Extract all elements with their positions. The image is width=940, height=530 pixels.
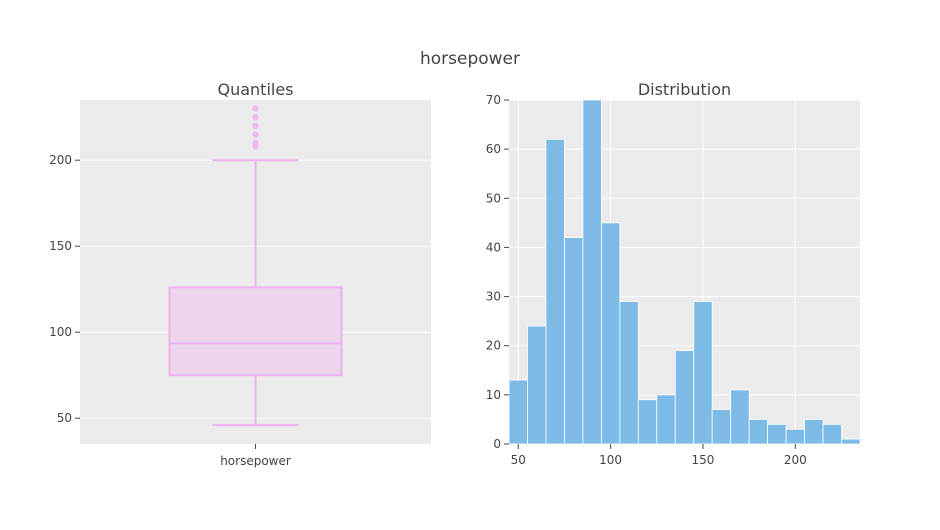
y-tick-label: 20 [486, 339, 501, 353]
distribution-y-ticks: 0 10 20 30 40 50 60 70 [486, 93, 509, 451]
outlier-point [252, 114, 259, 121]
histogram-bar [527, 325, 547, 445]
histogram-bars [508, 99, 861, 445]
histogram-bar [656, 394, 676, 445]
figure-title: horsepower [420, 49, 520, 69]
y-tick-label: 70 [486, 93, 501, 107]
box-category-label: horsepower [220, 454, 291, 468]
histogram-bar [600, 222, 621, 445]
quantiles-panel: 50 100 150 200 Quantiles horsepower [49, 80, 431, 468]
interquartile-box [168, 286, 343, 377]
outlier-point [252, 105, 259, 112]
x-tick-label: 150 [692, 453, 715, 467]
histogram-bar [637, 399, 658, 445]
y-tick-label: 150 [49, 239, 72, 253]
histogram-bar [730, 389, 750, 445]
box-plot [168, 105, 343, 427]
y-tick-label: 40 [486, 240, 501, 254]
outlier-point [252, 131, 259, 138]
y-tick-label: 50 [57, 411, 72, 425]
x-tick-label: 50 [511, 453, 526, 467]
histogram-bar [841, 438, 861, 445]
y-tick-label: 50 [486, 191, 501, 205]
histogram-bar [508, 379, 528, 445]
histogram-bar [804, 419, 824, 445]
x-tick-label: 100 [599, 453, 622, 467]
distribution-panel: 0 10 20 30 40 50 60 70 50 100 150 200 Distribution [486, 80, 861, 467]
histogram-bar [785, 428, 805, 445]
y-tick-label: 100 [49, 325, 72, 339]
x-tick-label: 200 [784, 453, 807, 467]
outlier-point [252, 139, 259, 147]
histogram-bar [674, 350, 695, 445]
y-tick-label: 200 [49, 153, 72, 167]
histogram-bar [767, 423, 787, 445]
histogram-bar [693, 301, 713, 445]
histogram-bar [822, 423, 842, 445]
histogram-bar [545, 138, 565, 445]
distribution-x-ticks: 50 100 150 200 [511, 444, 807, 467]
y-tick-label: 0 [493, 437, 501, 451]
quantiles-y-ticks: 50 100 150 200 [49, 153, 256, 449]
outlier-point [252, 122, 259, 129]
histogram-bar [748, 419, 769, 445]
histogram-bar [711, 409, 732, 445]
y-tick-label: 60 [486, 142, 501, 156]
histogram-bar [582, 99, 602, 445]
quantiles-title: Quantiles [217, 80, 293, 99]
histogram-bar [619, 301, 639, 445]
y-tick-label: 30 [486, 290, 501, 304]
distribution-title: Distribution [638, 80, 731, 99]
y-tick-label: 10 [486, 388, 501, 402]
histogram-bar [564, 237, 584, 445]
